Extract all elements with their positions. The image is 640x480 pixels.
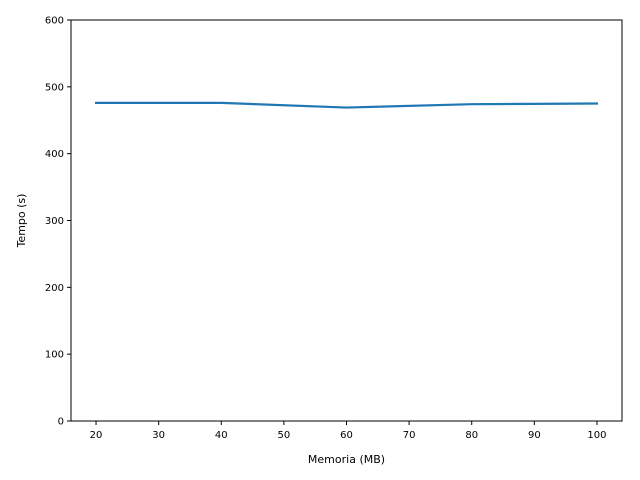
y-tick-label: 500 (45, 82, 64, 93)
x-tick-label: 100 (587, 430, 606, 441)
y-axis-ticks: 0 100 200 300 400 500 600 (45, 16, 71, 428)
y-tick-label: 400 (45, 149, 64, 160)
y-tick-label: 600 (45, 16, 64, 27)
x-tick-label: 40 (215, 430, 228, 441)
y-tick-label: 100 (45, 350, 64, 361)
x-axis-ticks: 20 30 40 50 60 70 80 90 100 (90, 421, 607, 441)
x-tick-label: 50 (278, 430, 291, 441)
y-tick-label: 200 (45, 283, 64, 294)
y-axis-label: Tempo (s) (15, 194, 28, 249)
y-tick-label: 300 (45, 216, 64, 227)
y-tick-label: 0 (58, 417, 64, 428)
series-line (94, 101, 599, 109)
x-tick-label: 90 (528, 430, 541, 441)
x-tick-label: 30 (152, 430, 165, 441)
series-layer (94, 101, 599, 109)
x-tick-label: 70 (403, 430, 416, 441)
x-tick-label: 20 (90, 430, 103, 441)
x-axis-label: Memoria (MB) (308, 453, 385, 466)
x-tick-label: 60 (340, 430, 353, 441)
plot-area (71, 20, 622, 421)
x-tick-label: 80 (465, 430, 478, 441)
plot-frame (70, 19, 623, 422)
